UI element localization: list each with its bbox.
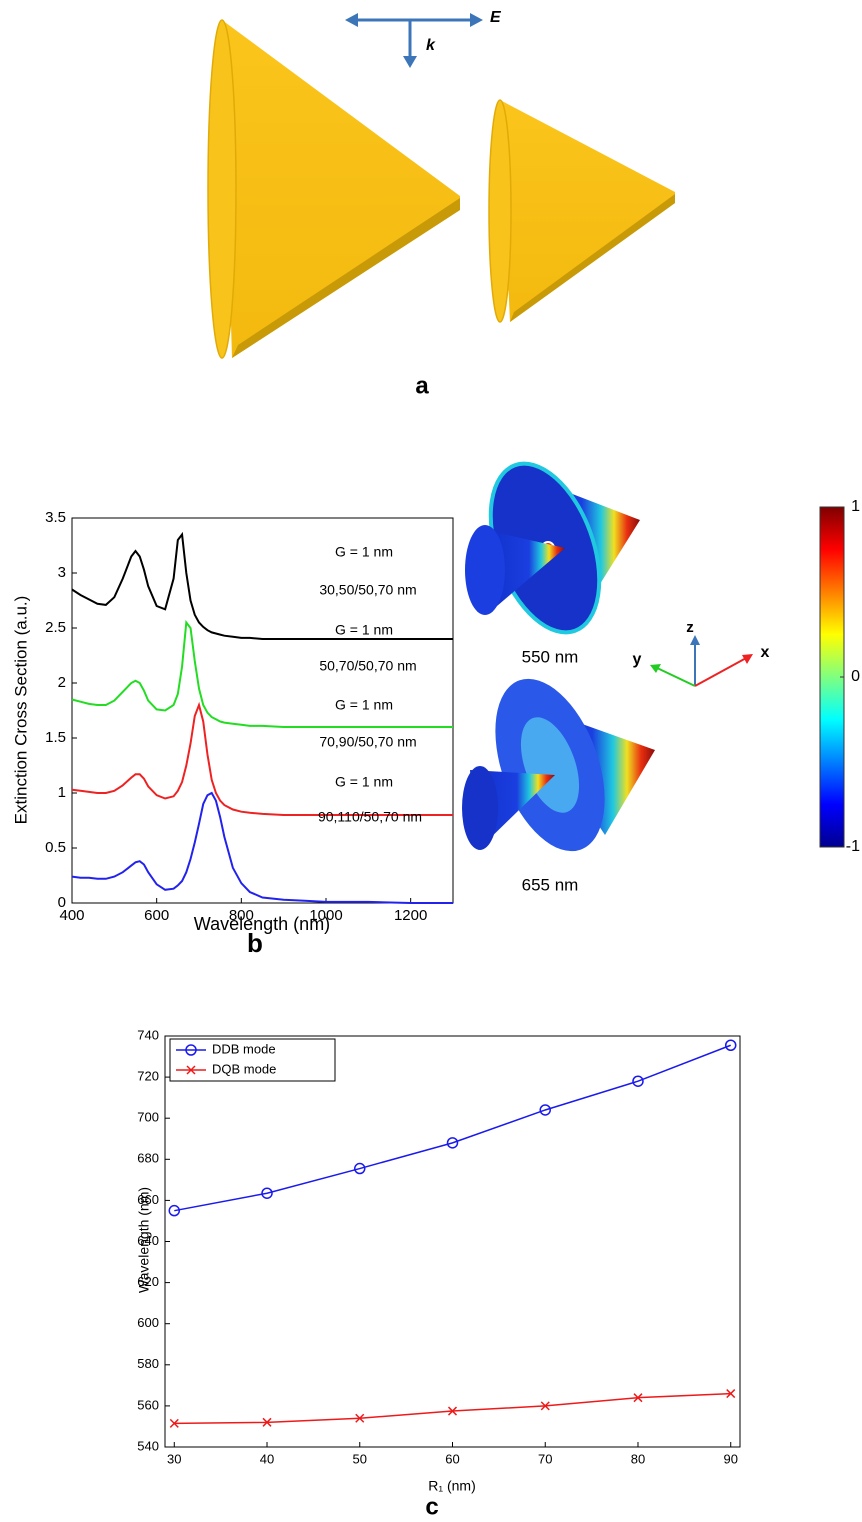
y-axis-label: Extinction Cross Section (a.u.) <box>11 596 30 825</box>
x-tick-label: 60 <box>445 1451 459 1466</box>
panel-label: c <box>425 1493 438 1520</box>
marker <box>446 1137 459 1149</box>
y-tick-label: 700 <box>137 1110 159 1125</box>
x-tick-label: 800 <box>229 907 254 924</box>
inset-label: 655 nm <box>522 875 579 894</box>
annotation: G = 1 nm <box>335 697 393 713</box>
marker <box>726 1389 736 1399</box>
annotation: 30,50/50,70 nm <box>319 582 416 598</box>
annotation: G = 1 nm <box>335 544 393 560</box>
annotation: 70,90/50,70 nm <box>319 734 416 750</box>
marker <box>724 1039 737 1051</box>
y-tick-label: 3.5 <box>45 509 66 526</box>
y-tick-label: 680 <box>137 1151 159 1166</box>
marker <box>262 1417 272 1427</box>
legend-marker <box>186 1065 196 1075</box>
plot-area <box>164 1035 741 1448</box>
axis-triad-label: z <box>686 619 694 636</box>
annotation: 90,110/50,70 nm <box>318 809 422 825</box>
series-line <box>174 1044 731 1212</box>
x-tick-label: 30 <box>167 1451 181 1466</box>
y-tick-label: 580 <box>137 1356 159 1371</box>
y-tick-label: 640 <box>137 1233 159 1248</box>
y-axis-label: Wavelength (nm) <box>136 1187 152 1293</box>
axis-triad-label: y <box>633 651 642 668</box>
y-tick-label: 540 <box>137 1438 159 1453</box>
plot-area <box>71 517 454 904</box>
marker <box>539 1104 551 1116</box>
marker <box>168 1204 181 1217</box>
axis-triad-label: x <box>761 644 770 661</box>
x-tick-label: 1000 <box>309 907 342 924</box>
marker <box>261 1187 273 1199</box>
marker <box>354 1162 366 1175</box>
legend <box>169 1038 336 1082</box>
k-label: k <box>426 37 436 54</box>
y-tick-label: 560 <box>137 1397 159 1412</box>
y-tick-label: 1 <box>58 784 66 801</box>
x-tick-label: 600 <box>144 907 169 924</box>
field-maps <box>462 461 753 852</box>
colorbar-tick-label: 1 <box>851 498 860 515</box>
e-field-label: E <box>490 9 502 26</box>
x-tick-label: 80 <box>631 1451 645 1466</box>
y-tick-label: 1.5 <box>45 729 66 746</box>
annotation: 50,70/50,70 nm <box>319 658 416 674</box>
colorbar-tick-label: 0 <box>851 668 860 685</box>
annotation: G = 1 nm <box>335 774 393 790</box>
x-tick-label: 90 <box>723 1451 737 1466</box>
y-tick-label: 620 <box>137 1274 159 1289</box>
marker <box>540 1401 550 1411</box>
series-line <box>71 701 453 816</box>
series-line <box>71 531 453 640</box>
x-tick-label: 40 <box>260 1451 274 1466</box>
marker <box>169 1418 179 1428</box>
series-line <box>71 791 453 904</box>
x-tick-label: 400 <box>59 907 84 924</box>
x-tick-label: 50 <box>353 1451 367 1466</box>
marker <box>632 1075 644 1087</box>
x-axis-label: Wavelength (nm) <box>194 914 330 934</box>
y-tick-label: 0.5 <box>45 839 66 856</box>
panel-label: a <box>415 372 429 399</box>
panel-label: b <box>247 928 263 958</box>
annotation: G = 1 nm <box>335 622 393 638</box>
y-tick-label: 0 <box>58 894 66 911</box>
legend-marker <box>185 1044 197 1056</box>
colorbar-tick-label: -1 <box>846 838 860 855</box>
legend-label: DDB mode <box>212 1041 276 1056</box>
y-tick-label: 660 <box>137 1192 159 1207</box>
y-tick-label: 2 <box>58 674 66 691</box>
series-line <box>71 619 453 728</box>
y-tick-label: 720 <box>137 1069 159 1084</box>
marker <box>633 1393 643 1403</box>
marker <box>447 1406 458 1416</box>
y-tick-label: 3 <box>58 564 66 581</box>
y-tick-label: 740 <box>137 1027 159 1042</box>
legend-label: DQB mode <box>212 1061 276 1076</box>
x-tick-label: 1200 <box>394 907 427 924</box>
x-axis-label: R₁ (nm) <box>428 1478 476 1494</box>
y-tick-label: 2.5 <box>45 619 66 636</box>
x-tick-label: 70 <box>538 1451 552 1466</box>
series-line <box>174 1392 731 1425</box>
y-tick-label: 600 <box>137 1315 159 1330</box>
inset-label: 550 nm <box>522 647 579 666</box>
cone-illustration <box>207 13 675 359</box>
marker <box>355 1413 365 1423</box>
